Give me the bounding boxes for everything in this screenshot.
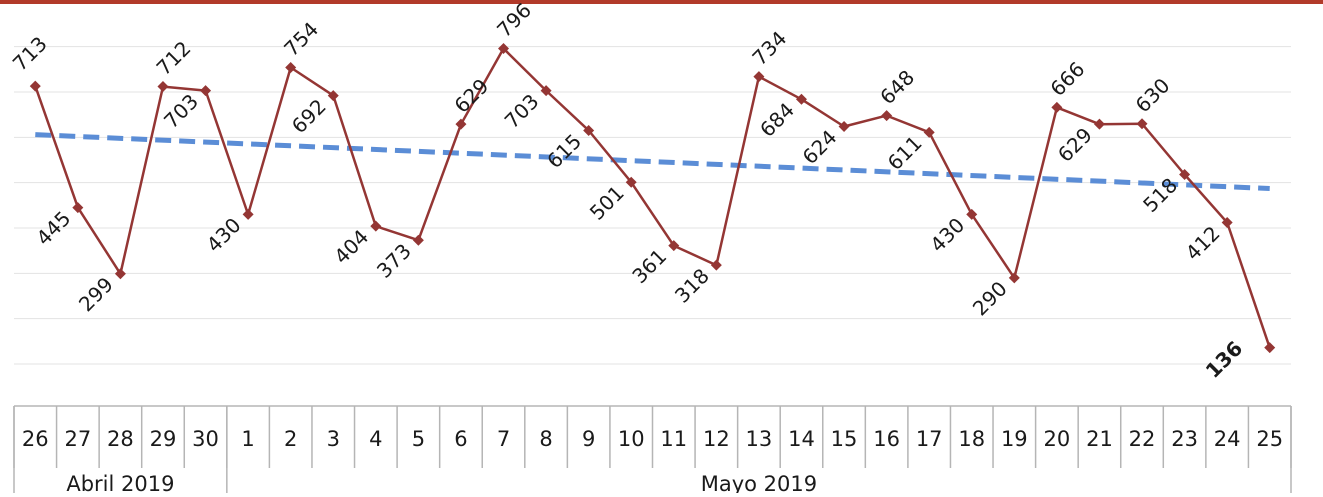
tick-label: 2 [284,427,297,451]
data-point [285,62,297,74]
data-label: 404 [329,225,373,269]
trendline [35,132,1270,192]
data-label: 361 [627,244,671,288]
tick-label: 20 [1044,427,1071,451]
tick-label: 26 [22,427,49,451]
data-point [710,259,722,271]
tick-label: 15 [831,427,858,451]
data-point [881,110,893,122]
data-point [1136,118,1148,130]
data-label: 299 [74,272,118,316]
data-point [753,71,765,83]
tick-label: 8 [539,427,552,451]
data-point [923,126,935,138]
data-point [668,240,680,252]
data-point [157,81,169,93]
data-label: 318 [670,264,714,308]
tick-label: 22 [1129,427,1156,451]
data-point [1221,217,1233,229]
data-point [795,93,807,105]
tick-label: 4 [369,427,382,451]
data-label: 666 [1045,57,1089,101]
data-label: 518 [1138,173,1182,217]
tick-label: 9 [582,427,595,451]
series-line [34,47,1271,349]
data-label: 430 [202,213,246,257]
tick-label: 23 [1171,427,1198,451]
top-border [0,0,1323,4]
tick-label: 16 [873,427,900,451]
tick-label: 27 [64,427,91,451]
data-point [114,268,126,280]
tick-label: 21 [1086,427,1113,451]
data-label: 692 [287,94,331,138]
tick-label: 5 [412,427,425,451]
data-label: 630 [1131,73,1175,117]
data-point [625,176,637,188]
data-point [412,234,424,246]
data-label: 713 [8,32,52,76]
data-point [370,220,382,232]
data-point [583,125,595,137]
data-label: 624 [798,125,842,169]
data-point [1093,118,1105,130]
data-label: 501 [585,181,629,225]
tick-label: 25 [1256,427,1283,451]
tick-label: 18 [958,427,985,451]
data-point [327,90,339,102]
data-point [72,202,84,214]
data-label: 373 [372,239,416,283]
group-label: Abril 2019 [66,472,174,493]
group-label: Mayo 2019 [701,472,817,493]
data-label: 615 [542,129,586,173]
data-label: 430 [925,213,969,257]
data-point [838,120,850,132]
tick-label: 12 [703,427,730,451]
data-label: 445 [31,206,75,250]
tick-label: 10 [618,427,645,451]
tick-label: 14 [788,427,815,451]
data-label: 703 [500,89,544,133]
data-label-last: 136 [1201,336,1247,382]
data-label: 629 [1053,123,1097,167]
tick-label: 19 [1001,427,1028,451]
data-point [29,80,41,92]
data-point [540,85,552,97]
data-label: 734 [747,26,791,70]
data-point [966,208,978,220]
data-point [498,42,510,54]
data-label: 648 [875,65,919,109]
data-label: 754 [279,17,323,61]
tick-label: 28 [107,427,134,451]
data-point [455,118,467,130]
tick-label: 24 [1214,427,1241,451]
tick-label: 3 [327,427,340,451]
tick-label: 1 [241,427,254,451]
data-label: 712 [152,36,196,80]
data-point [1051,101,1063,113]
data-label: 290 [968,276,1012,320]
data-label: 796 [492,0,536,42]
tick-label: 30 [192,427,219,451]
data-point [1008,272,1020,284]
data-label: 684 [755,98,799,142]
data-point [1179,169,1191,181]
tick-label: 13 [746,427,773,451]
data-point [1264,342,1276,354]
tick-label: 29 [150,427,177,451]
tick-label: 6 [454,427,467,451]
data-point [242,208,254,220]
data-label: 703 [159,89,203,133]
tick-label: 7 [497,427,510,451]
tick-label: 17 [916,427,943,451]
data-point [200,85,212,97]
tick-label: 11 [660,427,687,451]
